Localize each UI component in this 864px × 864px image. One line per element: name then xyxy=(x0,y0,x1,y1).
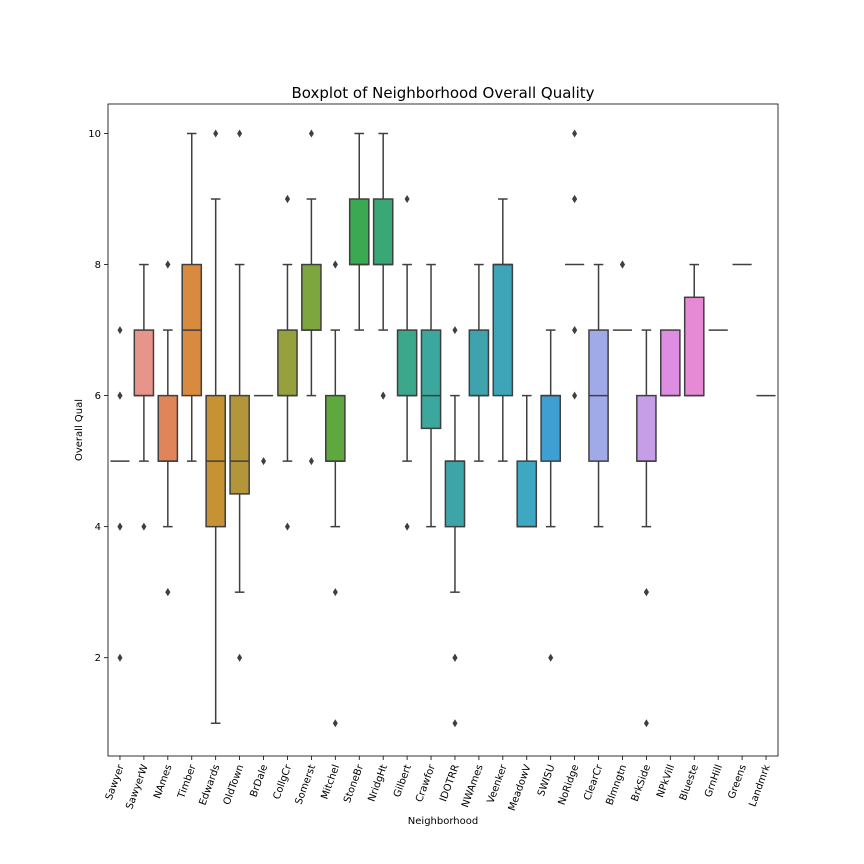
box-collgcr xyxy=(277,195,298,531)
box-iqr xyxy=(444,460,466,528)
box-mitchel xyxy=(325,260,346,728)
outlier-point xyxy=(117,326,123,335)
box-crawfor xyxy=(420,263,442,528)
outlier-point xyxy=(548,653,554,662)
outlier-point xyxy=(141,522,147,531)
outlier-point xyxy=(261,457,267,466)
x-axis-label: Neighborhood xyxy=(408,816,478,827)
outlier-point xyxy=(643,719,649,728)
outlier-point xyxy=(572,195,578,204)
box-iqr xyxy=(348,198,370,266)
box-meadowv xyxy=(516,394,538,528)
y-tick-label: 6 xyxy=(95,391,101,402)
box-nwames xyxy=(468,263,490,462)
chart-title: Boxplot of Neighborhood Overall Quality xyxy=(292,84,595,102)
box-series xyxy=(110,129,776,728)
outlier-point xyxy=(117,522,123,531)
outlier-point xyxy=(332,260,338,269)
box-clearcr xyxy=(588,263,609,528)
box-iqr xyxy=(516,460,538,528)
box-nridght xyxy=(372,132,394,400)
box-iqr xyxy=(157,394,179,462)
box-gilbert xyxy=(396,195,418,531)
outlier-point xyxy=(404,195,410,204)
outlier-point xyxy=(284,522,290,531)
box-blueste xyxy=(683,263,705,397)
box-names xyxy=(157,260,179,597)
y-axis-label: Overall Qual xyxy=(74,399,85,461)
outlier-point xyxy=(404,522,410,531)
box-oldtown xyxy=(229,129,250,662)
box-brdale xyxy=(253,394,274,466)
box-noridge xyxy=(565,129,585,400)
outlier-point xyxy=(165,588,171,597)
y-axis: 2 4 6 8 10 xyxy=(88,129,108,664)
box-iqr xyxy=(468,329,490,397)
outlier-point xyxy=(619,260,625,269)
box-swisu xyxy=(540,329,561,662)
y-tick-label: 10 xyxy=(88,129,101,140)
outlier-point xyxy=(332,719,338,728)
outlier-point xyxy=(452,719,458,728)
y-tick-label: 4 xyxy=(95,522,101,533)
box-stonebr xyxy=(348,132,370,331)
outlier-point xyxy=(332,588,338,597)
box-iqr xyxy=(133,329,155,397)
outlier-point xyxy=(284,195,290,204)
box-iqr xyxy=(396,329,418,397)
outlier-point xyxy=(165,260,171,269)
box-sawyer xyxy=(110,326,130,662)
box-iqr xyxy=(636,394,657,462)
box-somerst xyxy=(301,129,322,466)
box-iqr xyxy=(683,296,705,397)
outlier-point xyxy=(117,653,123,662)
box-sawyerw xyxy=(133,263,155,531)
outlier-point xyxy=(643,588,649,597)
box-iqr xyxy=(420,329,442,430)
plot-area-frame xyxy=(107,103,779,757)
box-edwards xyxy=(205,129,227,724)
y-tick-label: 8 xyxy=(95,260,101,271)
box-brkside xyxy=(636,329,657,728)
box-iqr xyxy=(325,394,346,462)
outlier-point xyxy=(237,129,243,138)
box-iqr xyxy=(229,394,250,495)
outlier-point xyxy=(308,457,314,466)
outlier-point xyxy=(572,326,578,335)
outlier-point xyxy=(452,653,458,662)
outlier-point xyxy=(572,391,578,400)
box-npkvill xyxy=(660,329,681,397)
box-iqr xyxy=(660,329,681,397)
box-iqr xyxy=(540,394,561,462)
outlier-point xyxy=(452,326,458,335)
outlier-point xyxy=(572,129,578,138)
box-veenker xyxy=(492,198,514,462)
outlier-point xyxy=(117,391,123,400)
box-iqr xyxy=(277,329,298,397)
box-iqr xyxy=(492,263,514,397)
outlier-point xyxy=(308,129,314,138)
box-idotrr xyxy=(444,326,466,728)
box-iqr xyxy=(372,198,394,266)
box-timber xyxy=(181,132,203,462)
y-tick-label: 2 xyxy=(95,653,101,664)
outlier-point xyxy=(380,391,386,400)
box-blmngtn xyxy=(612,260,633,331)
box-iqr xyxy=(301,263,322,331)
outlier-point xyxy=(213,129,219,138)
outlier-point xyxy=(237,653,243,662)
